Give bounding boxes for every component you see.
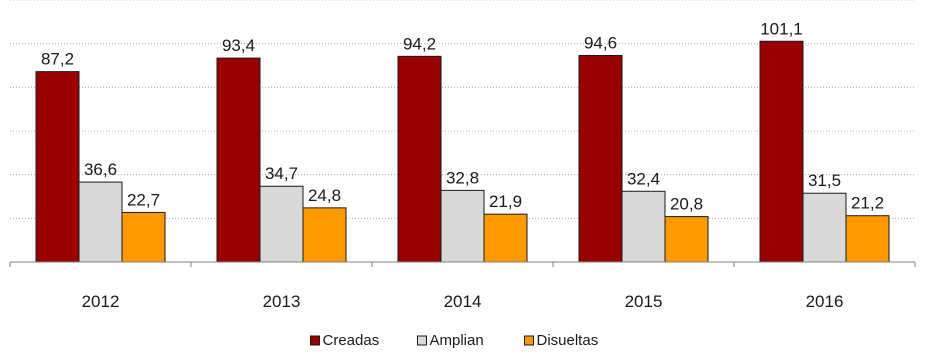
data-label-creadas-2015: 94,6 <box>584 33 617 52</box>
data-label-creadas-2014: 94,2 <box>403 34 436 53</box>
data-label-creadas-2013: 93,4 <box>222 36 255 55</box>
data-label-amplian-2012: 36,6 <box>84 160 117 179</box>
x-tick-label-2012: 2012 <box>82 292 120 311</box>
bar-disueltas-2012 <box>121 211 166 263</box>
x-tick-label-2015: 2015 <box>625 292 663 311</box>
data-label-amplian-2016: 31,5 <box>808 171 841 190</box>
data-label-amplian-2014: 32,8 <box>446 168 479 187</box>
data-label-disueltas-2016: 21,2 <box>851 194 884 213</box>
data-label-disueltas-2012: 22,7 <box>127 190 160 209</box>
bar-creadas-2014 <box>397 55 442 263</box>
bar-disueltas-2013 <box>302 207 347 263</box>
bar-amplian-2014 <box>440 189 485 263</box>
legend: Creadas Amplian Disueltas <box>310 332 599 349</box>
data-label-disueltas-2015: 20,8 <box>670 195 703 214</box>
legend-label-disueltas: Disueltas <box>537 332 599 349</box>
bar-creadas-2015 <box>578 54 623 263</box>
legend-label-amplian: Amplian <box>430 332 484 349</box>
x-axis: 2012 2013 2014 2015 2016 <box>9 261 916 311</box>
bar-amplian-2015 <box>621 190 666 263</box>
bar-creadas-2013 <box>216 57 261 263</box>
bar-creadas-2012 <box>35 71 80 263</box>
legend-swatch-creadas <box>310 335 320 346</box>
x-tick-label-2013: 2013 <box>263 292 301 311</box>
bar-disueltas-2015 <box>664 216 709 263</box>
bars <box>35 40 890 263</box>
data-label-creadas-2012: 87,2 <box>41 50 74 69</box>
legend-swatch-disueltas <box>524 335 534 346</box>
bar-creadas-2016 <box>759 40 804 263</box>
data-labels: 87,2 36,6 22,7 93,4 34,7 24,8 94,2 32,8 21,9 94,6… <box>41 19 884 213</box>
legend-swatch-amplian <box>417 335 427 346</box>
data-label-amplian-2015: 32,4 <box>627 169 660 188</box>
bar-disueltas-2014 <box>483 213 528 263</box>
bar-amplian-2013 <box>259 185 304 263</box>
data-label-creadas-2016: 101,1 <box>760 19 803 38</box>
data-label-disueltas-2014: 21,9 <box>489 192 522 211</box>
bar-amplian-2012 <box>78 181 123 263</box>
bar-amplian-2016 <box>802 192 847 263</box>
data-label-amplian-2013: 34,7 <box>265 164 298 183</box>
data-label-disueltas-2013: 24,8 <box>308 186 341 205</box>
legend-label-creadas: Creadas <box>323 332 380 349</box>
bar-disueltas-2016 <box>845 215 890 263</box>
x-tick-label-2016: 2016 <box>806 292 844 311</box>
x-tick-label-2014: 2014 <box>444 292 482 311</box>
